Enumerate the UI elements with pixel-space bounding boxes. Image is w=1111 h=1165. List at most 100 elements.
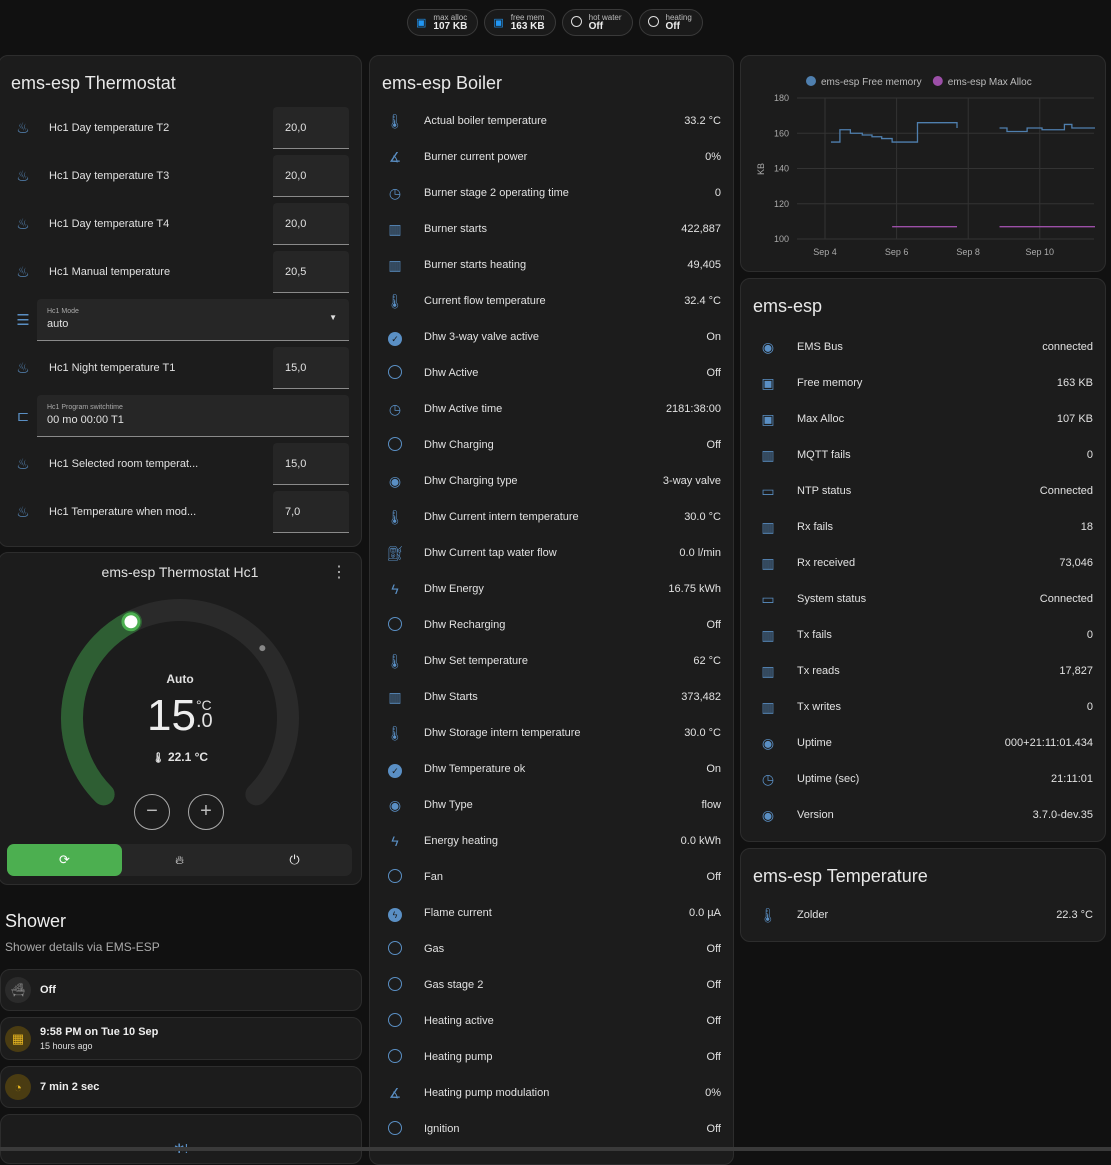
entity-row[interactable]: Fan Off [384, 859, 721, 895]
entity-row[interactable]: ▭ NTP status Connected [757, 473, 1093, 509]
entity-label: Dhw Recharging [424, 619, 506, 631]
hvac-mode-label: Auto [166, 672, 194, 686]
mode-auto-button[interactable]: ⟳ [7, 844, 122, 876]
eye-icon: ◉ [761, 806, 775, 823]
number-input[interactable]: 15,0 [273, 347, 349, 389]
thermostat-row: ☰ Hc1 Mode auto ▼ [9, 299, 349, 341]
shower-duration-row[interactable]: ◔ 7 min 2 sec [0, 1066, 362, 1108]
thermostat-row: ♨ Hc1 Day temperature T3 20,0 [9, 155, 349, 197]
badge-hot-water[interactable]: hot water Off [561, 9, 633, 36]
badge-heating[interactable]: heating Off [638, 9, 703, 36]
entity-row[interactable]: ◷ Uptime (sec) 21:11:01 [757, 761, 1093, 797]
legend-label[interactable]: ems-esp Free memory [821, 77, 922, 88]
entity-row[interactable]: ∡ Burner current power 0% [384, 139, 721, 175]
number-input[interactable]: 7,0 [273, 491, 349, 533]
number-input[interactable]: 20,0 [273, 107, 349, 149]
entity-row[interactable]: ▥ Burner starts heating 49,405 [384, 247, 721, 283]
entity-row[interactable]: ▥ Rx received 73,046 [757, 545, 1093, 581]
mode-select[interactable]: Hc1 Mode auto ▼ [37, 299, 349, 341]
entity-row[interactable]: Gas Off [384, 931, 721, 967]
thermostat-row: ♨ Hc1 Temperature when mod... 7,0 [9, 491, 349, 533]
entity-row[interactable]: ▭ System status Connected [757, 581, 1093, 617]
entity-row[interactable]: ▥ Tx fails 0 [757, 617, 1093, 653]
entity-row[interactable]: ∡ Heating pump modulation 0% [384, 1075, 721, 1111]
entity-row[interactable]: ϟ Dhw Energy 16.75 kWh [384, 571, 721, 607]
number-input[interactable]: 15,0 [273, 443, 349, 485]
entity-row[interactable]: ◉ Dhw Type flow [384, 787, 721, 823]
shower-last-row[interactable]: ▦ 9:58 PM on Tue 10 Sep 15 hours ago [0, 1017, 362, 1060]
entity-row[interactable]: ▥ Tx writes 0 [757, 689, 1093, 725]
entity-row[interactable]: ◷ Dhw Active time 2181:38:00 [384, 391, 721, 427]
number-input[interactable]: 20,0 [273, 203, 349, 245]
mode-heat-button[interactable]: 🔥︎ [122, 844, 237, 876]
target-knob[interactable] [121, 612, 141, 632]
entity-row[interactable]: 🌡︎ Zolder 22.3 °C [757, 897, 1093, 933]
entity-row[interactable]: ▣ Max Alloc 107 KB [757, 401, 1093, 437]
entity-value: 49,405 [687, 259, 721, 271]
entity-row[interactable]: ✓ Dhw 3-way valve active On [384, 319, 721, 355]
mode-off-button[interactable]: ⏻ [237, 844, 352, 876]
entity-row[interactable]: ▥ Dhw Starts 373,482 [384, 679, 721, 715]
entity-value: 0 [1086, 701, 1093, 713]
entity-row[interactable]: Heating active Off [384, 1003, 721, 1039]
counter-icon: ▥ [761, 446, 775, 463]
entity-row[interactable]: Dhw Active Off [384, 355, 721, 391]
bathtub-icon: 🛁︎ [5, 977, 31, 1003]
target-temperature: 15 °C .0 [147, 691, 213, 740]
entity-label: Gas stage 2 [424, 979, 484, 991]
list-icon: ☰ [16, 312, 30, 329]
entity-row[interactable]: ◉ Version 3.7.0-dev.35 [757, 797, 1093, 833]
entity-row[interactable]: ⛽︎ Dhw Current tap water flow 0.0 l/min [384, 535, 721, 571]
entity-label: Hc1 Night temperature T1 [49, 362, 176, 374]
more-menu-button[interactable]: ⋮ [331, 564, 347, 581]
shower-extra-row[interactable]: ✲! [0, 1114, 362, 1164]
bottom-scrollbar[interactable] [0, 1147, 1111, 1151]
entity-label: Burner starts [424, 223, 487, 235]
entity-row[interactable]: ◉ Uptime 000+21:11:01.434 [757, 725, 1093, 761]
entity-value: 30.0 °C [684, 727, 721, 739]
entity-row[interactable]: Gas stage 2 Off [384, 967, 721, 1003]
number-input[interactable]: 20,5 [273, 251, 349, 293]
badge-max-alloc[interactable]: ▣ max alloc 107 KB [407, 9, 479, 36]
entity-row[interactable]: Heating pump Off [384, 1039, 721, 1075]
entity-row[interactable]: ▥ Tx reads 17,827 [757, 653, 1093, 689]
entity-label: Dhw Charging type [424, 475, 518, 487]
entity-row[interactable]: ▣ Free memory 163 KB [757, 365, 1093, 401]
entity-row[interactable]: ◷ Burner stage 2 operating time 0 [384, 175, 721, 211]
entity-row[interactable]: 🌡︎ Dhw Storage intern temperature 30.0 °C [384, 715, 721, 751]
entity-row[interactable]: 🌡︎ Current flow temperature 32.4 °C [384, 283, 721, 319]
entity-row[interactable]: ▥ MQTT fails 0 [757, 437, 1093, 473]
water-temp-icon: ♨ [16, 504, 30, 521]
badge-free-mem[interactable]: ▣ free mem 163 KB [484, 9, 556, 36]
entity-row[interactable]: ◉ EMS Bus connected [757, 329, 1093, 365]
legend-label[interactable]: ems-esp Max Alloc [948, 77, 1032, 88]
text-input[interactable]: Hc1 Program switchtime 00 mo 00:00 T1 [37, 395, 349, 437]
entity-row[interactable]: Dhw Recharging Off [384, 607, 721, 643]
entity-row[interactable]: Dhw Charging Off [384, 427, 721, 463]
y-tick-label: 100 [774, 234, 789, 244]
entity-row[interactable]: ◉ Dhw Charging type 3-way valve [384, 463, 721, 499]
entity-row[interactable]: ϟ Flame current 0.0 µA [384, 895, 721, 931]
entity-value: 373,482 [681, 691, 721, 703]
increase-button[interactable]: + [188, 794, 224, 830]
entity-row[interactable]: ▥ Burner starts 422,887 [384, 211, 721, 247]
number-input[interactable]: 20,0 [273, 155, 349, 197]
thermostat-dial[interactable] [0, 583, 363, 843]
memory-chart[interactable]: 100 120 140 160 180 Sep 4 Sep 6 Sep 8 Sep 10 KB em… [741, 56, 1107, 273]
entity-label: Dhw Active [424, 367, 479, 379]
entity-row[interactable]: ϟ Energy heating 0.0 kWh [384, 823, 721, 859]
entity-row[interactable]: 🌡︎ Dhw Current intern temperature 30.0 °C [384, 499, 721, 535]
entity-row[interactable]: 🌡︎ Actual boiler temperature 33.2 °C [384, 103, 721, 139]
entity-row[interactable]: 🌡︎ Dhw Set temperature 62 °C [384, 643, 721, 679]
decrease-button[interactable]: − [134, 794, 170, 830]
entity-value: On [706, 331, 721, 343]
entity-label: Gas [424, 943, 445, 955]
entity-row[interactable]: ▥ Rx fails 18 [757, 509, 1093, 545]
entity-value: Off [706, 1015, 721, 1027]
entity-row[interactable]: Ignition Off [384, 1111, 721, 1147]
circle-outline-icon [570, 15, 582, 30]
entity-value: connected [1042, 341, 1093, 353]
shower-status-row[interactable]: 🛁︎ Off [0, 969, 362, 1011]
entity-row[interactable]: ✓ Dhw Temperature ok On [384, 751, 721, 787]
entity-value: 3-way valve [662, 475, 721, 487]
